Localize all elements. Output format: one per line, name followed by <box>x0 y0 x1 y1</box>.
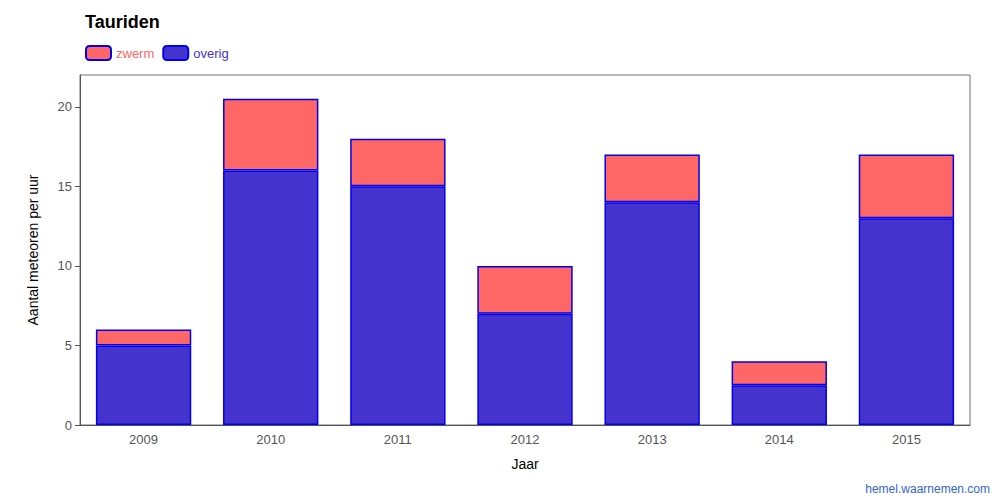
svg-text:0: 0 <box>65 418 72 433</box>
svg-text:2011: 2011 <box>384 432 412 447</box>
svg-text:Tauriden: Tauriden <box>85 12 160 32</box>
svg-text:zwerm: zwerm <box>116 46 154 61</box>
svg-text:5: 5 <box>65 338 72 353</box>
svg-text:20: 20 <box>58 99 72 114</box>
svg-text:overig: overig <box>193 46 228 61</box>
svg-text:2009: 2009 <box>129 432 158 447</box>
svg-text:Jaar: Jaar <box>511 456 539 472</box>
svg-text:Aantal meteoren per uur: Aantal meteoren per uur <box>25 174 41 325</box>
svg-text:2010: 2010 <box>256 432 285 447</box>
svg-text:2014: 2014 <box>765 432 794 447</box>
svg-text:10: 10 <box>58 258 72 273</box>
svg-text:2013: 2013 <box>638 432 667 447</box>
svg-text:2012: 2012 <box>511 432 540 447</box>
svg-text:hemel.waarnemen.com: hemel.waarnemen.com <box>865 482 990 496</box>
svg-text:15: 15 <box>58 179 72 194</box>
svg-text:2015: 2015 <box>892 432 921 447</box>
